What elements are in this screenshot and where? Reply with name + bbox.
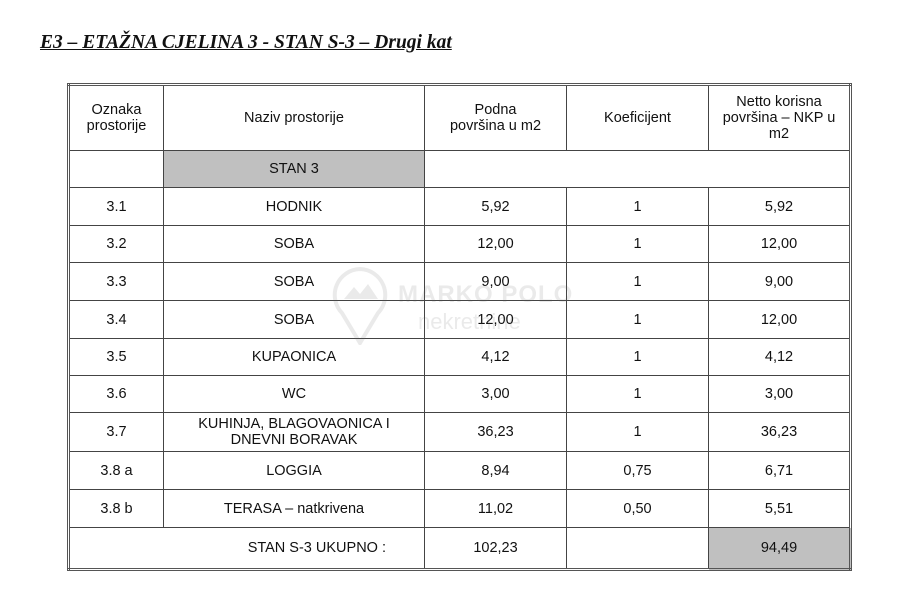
cell-name: LOGGIA <box>163 451 425 490</box>
table-row: 3.2 SOBA 12,00 1 12,00 <box>68 225 851 263</box>
cell-nkp: 12,00 <box>708 300 851 339</box>
cell-coef: 1 <box>566 187 709 226</box>
cell-area: 36,23 <box>424 412 567 452</box>
header-cell: Koeficijent <box>566 84 709 151</box>
cell-id: 3.1 <box>68 187 164 226</box>
cell-nkp: 12,00 <box>708 225 851 263</box>
table-header-row: Oznaka prostorije Naziv prostorije Podna… <box>68 84 851 151</box>
table-row: 3.7 KUHINJA, BLAGOVAONICA I DNEVNI BORAVA… <box>68 412 851 452</box>
cell-nkp: 6,71 <box>708 451 851 490</box>
cell-area: 12,00 <box>424 225 567 263</box>
cell-nkp: 4,12 <box>708 338 851 376</box>
cell-coef: 1 <box>566 375 709 413</box>
cell-name: KUPAONICA <box>163 338 425 376</box>
table-row: 3.5 KUPAONICA 4,12 1 4,12 <box>68 338 851 376</box>
cell-nkp: 9,00 <box>708 262 851 301</box>
cell-name: HODNIK <box>163 187 425 226</box>
table-row: 3.4 SOBA 12,00 1 12,00 <box>68 300 851 339</box>
header-cell: Naziv prostorije <box>163 84 425 151</box>
table-row: 3.1 HODNIK 5,92 1 5,92 <box>68 187 851 226</box>
total-row: STAN S-3 UKUPNO : 102,23 94,49 <box>68 527 851 570</box>
cell-area: 8,94 <box>424 451 567 490</box>
cell-coef: 1 <box>566 300 709 339</box>
table-row: 3.3 SOBA 9,00 1 9,00 <box>68 262 851 301</box>
total-area: 102,23 <box>424 527 567 570</box>
section-row: STAN 3 <box>68 150 851 188</box>
table-row: 3.6 WC 3,00 1 3,00 <box>68 375 851 413</box>
cell-name: KUHINJA, BLAGOVAONICA I DNEVNI BORAVAK <box>163 412 425 452</box>
total-label: STAN S-3 UKUPNO : <box>68 527 425 570</box>
cell-coef: 1 <box>566 412 709 452</box>
room-area-table: Oznaka prostorije Naziv prostorije Podna… <box>67 83 852 571</box>
cell-id: 3.3 <box>68 262 164 301</box>
cell-coef: 0,75 <box>566 451 709 490</box>
cell-name: TERASA – natkrivena <box>163 489 425 528</box>
cell-coef: 0,50 <box>566 489 709 528</box>
cell-name: SOBA <box>163 225 425 263</box>
cell-nkp: 3,00 <box>708 375 851 413</box>
cell-name: SOBA <box>163 262 425 301</box>
header-cell: Netto korisna površina – NKP u m2 <box>708 84 851 151</box>
cell-area: 4,12 <box>424 338 567 376</box>
section-label: STAN 3 <box>163 150 425 188</box>
cell-name: WC <box>163 375 425 413</box>
table-row: 3.8 a LOGGIA 8,94 0,75 6,71 <box>68 451 851 490</box>
cell-coef: 1 <box>566 338 709 376</box>
cell-area: 12,00 <box>424 300 567 339</box>
header-cell: Oznaka prostorije <box>68 84 164 151</box>
cell-id: 3.4 <box>68 300 164 339</box>
cell-id: 3.8 a <box>68 451 164 490</box>
cell-area: 11,02 <box>424 489 567 528</box>
cell-id: 3.7 <box>68 412 164 452</box>
cell-coef: 1 <box>566 262 709 301</box>
table-row: 3.8 b TERASA – natkrivena 11,02 0,50 5,51 <box>68 489 851 528</box>
cell-area: 3,00 <box>424 375 567 413</box>
cell-id: 3.2 <box>68 225 164 263</box>
cell-name: SOBA <box>163 300 425 339</box>
cell-id: 3.6 <box>68 375 164 413</box>
cell-nkp: 5,51 <box>708 489 851 528</box>
cell-id: 3.5 <box>68 338 164 376</box>
cell-id: 3.8 b <box>68 489 164 528</box>
cell-nkp: 36,23 <box>708 412 851 452</box>
total-nkp: 94,49 <box>708 527 851 570</box>
cell-nkp: 5,92 <box>708 187 851 226</box>
cell-area: 9,00 <box>424 262 567 301</box>
cell-coef: 1 <box>566 225 709 263</box>
document-title: E3 – ETAŽNA CJELINA 3 - STAN S-3 – Drugi… <box>40 32 452 53</box>
header-cell: Podna površina u m2 <box>424 84 567 151</box>
cell-area: 5,92 <box>424 187 567 226</box>
